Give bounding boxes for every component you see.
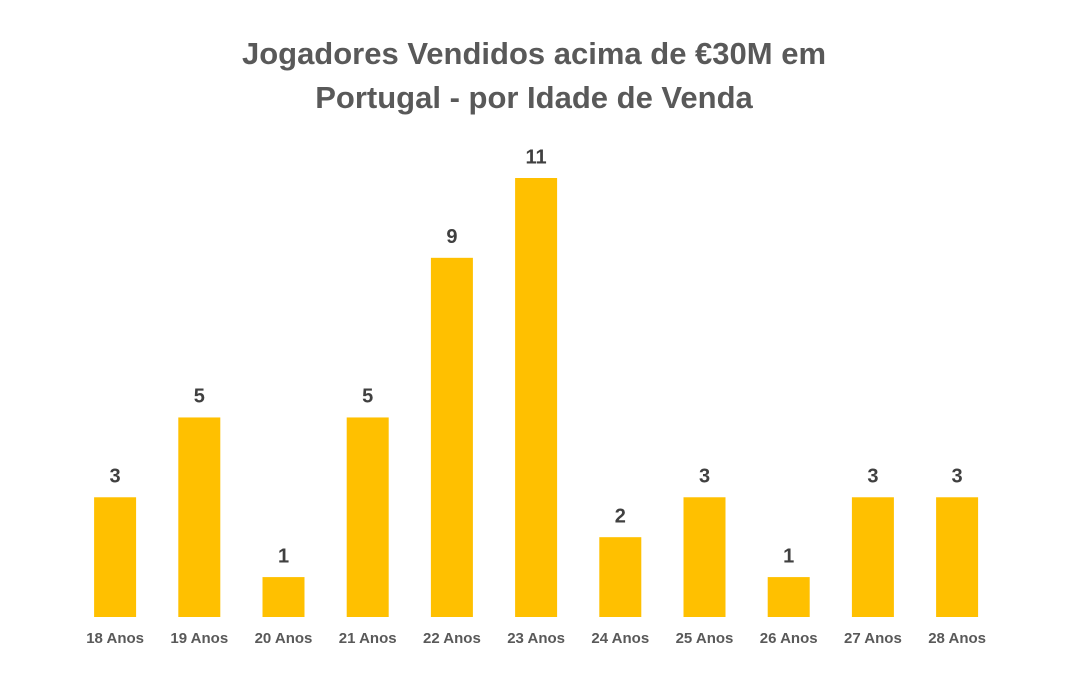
bar: [262, 577, 305, 617]
data-label: 3: [952, 466, 963, 488]
data-label: 11: [526, 146, 547, 168]
x-tick-label: 27 Anos: [844, 630, 902, 647]
bar: [599, 537, 642, 617]
x-tick-label: 19 Anos: [170, 630, 228, 647]
bar: [430, 257, 473, 617]
bar: [851, 497, 894, 617]
bar: [346, 417, 389, 617]
data-label: 5: [194, 386, 205, 408]
chart-title: Jogadores Vendidos acima de €30M em Port…: [241, 36, 827, 115]
bar: [178, 417, 221, 617]
bar: [936, 497, 979, 617]
data-label: 2: [615, 505, 626, 527]
data-label: 3: [699, 466, 710, 488]
data-label: 9: [446, 226, 457, 248]
x-tick-label: 26 Anos: [760, 630, 818, 647]
x-tick-label: 23 Anos: [507, 630, 565, 647]
data-label: 3: [867, 466, 878, 488]
x-tick-label: 28 Anos: [928, 630, 986, 647]
x-tick-label: 18 Anos: [86, 630, 144, 647]
bar: [515, 178, 558, 617]
data-label: 3: [110, 466, 121, 488]
x-tick-label: 20 Anos: [255, 630, 313, 647]
data-label: 5: [362, 386, 373, 408]
x-tick-label: 24 Anos: [591, 630, 649, 647]
bar: [767, 577, 810, 617]
bar: [94, 497, 137, 617]
x-tick-label: 22 Anos: [423, 630, 481, 647]
x-tick-label: 21 Anos: [339, 630, 397, 647]
x-tick-label: 25 Anos: [676, 630, 734, 647]
bar: [683, 497, 726, 617]
data-label: 1: [278, 545, 289, 567]
data-label: 1: [783, 545, 794, 567]
